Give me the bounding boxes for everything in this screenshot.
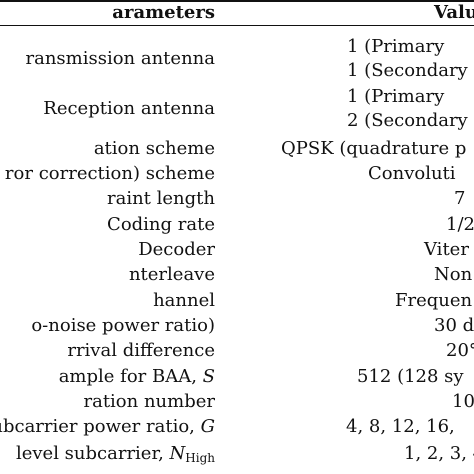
row-value: Frequen — [395, 290, 473, 311]
row-param-text: ample for BAA, — [58, 366, 203, 387]
row-param-text: level subcarrier, — [15, 443, 170, 464]
row-value: Viter — [424, 239, 469, 260]
row-param: level subcarrier, NHigh — [16, 442, 215, 470]
row-param: Reception antenna — [43, 98, 215, 119]
row-value: 2 (Secondary — [347, 110, 468, 131]
row-param: hannel — [153, 290, 215, 311]
row-value: 30 d — [434, 315, 474, 336]
row-value: QPSK (quadrature p — [281, 138, 467, 159]
row-param: Coding rate — [107, 214, 215, 235]
row-value: 512 (128 sy — [357, 366, 464, 387]
param-variable: N — [169, 443, 186, 464]
table-top-rule — [0, 0, 474, 2]
row-value: Convoluti — [368, 163, 456, 184]
row-param: subcarrier power ratio, G — [0, 415, 215, 439]
row-param: nterleave — [128, 264, 215, 285]
row-param: rrival difference — [67, 340, 215, 361]
header-rule — [0, 25, 474, 26]
header-values: Valu — [434, 2, 474, 23]
row-param: ample for BAA, S — [59, 365, 215, 389]
row-param: ror correction) scheme — [4, 163, 215, 184]
row-value: 1 (Primary — [347, 36, 445, 57]
row-value: 1/2 — [446, 214, 474, 235]
row-value: Non — [434, 264, 473, 285]
row-param: ration number — [83, 391, 215, 412]
row-value: 7 — [454, 188, 466, 209]
param-variable: S — [202, 366, 215, 387]
row-param-text: subcarrier power ratio, — [0, 416, 201, 437]
row-value: 1 (Secondary — [347, 60, 468, 81]
row-value: 1, 2, 3, 4 — [404, 443, 474, 464]
row-param: Decoder — [138, 239, 215, 260]
param-variable: G — [200, 416, 215, 437]
row-value: 10 — [452, 391, 474, 412]
row-param: o-noise power ratio) — [31, 315, 215, 336]
row-param: ransmission antenna — [25, 48, 215, 69]
row-value: 4, 8, 12, 16, — [346, 416, 455, 437]
row-value: 20° — [446, 340, 474, 361]
header-parameters: arameters — [112, 2, 215, 23]
row-param: ation scheme — [93, 138, 215, 159]
param-subscript: High — [185, 451, 215, 465]
row-value: 1 (Primary — [347, 86, 445, 107]
row-param: raint length — [107, 188, 215, 209]
